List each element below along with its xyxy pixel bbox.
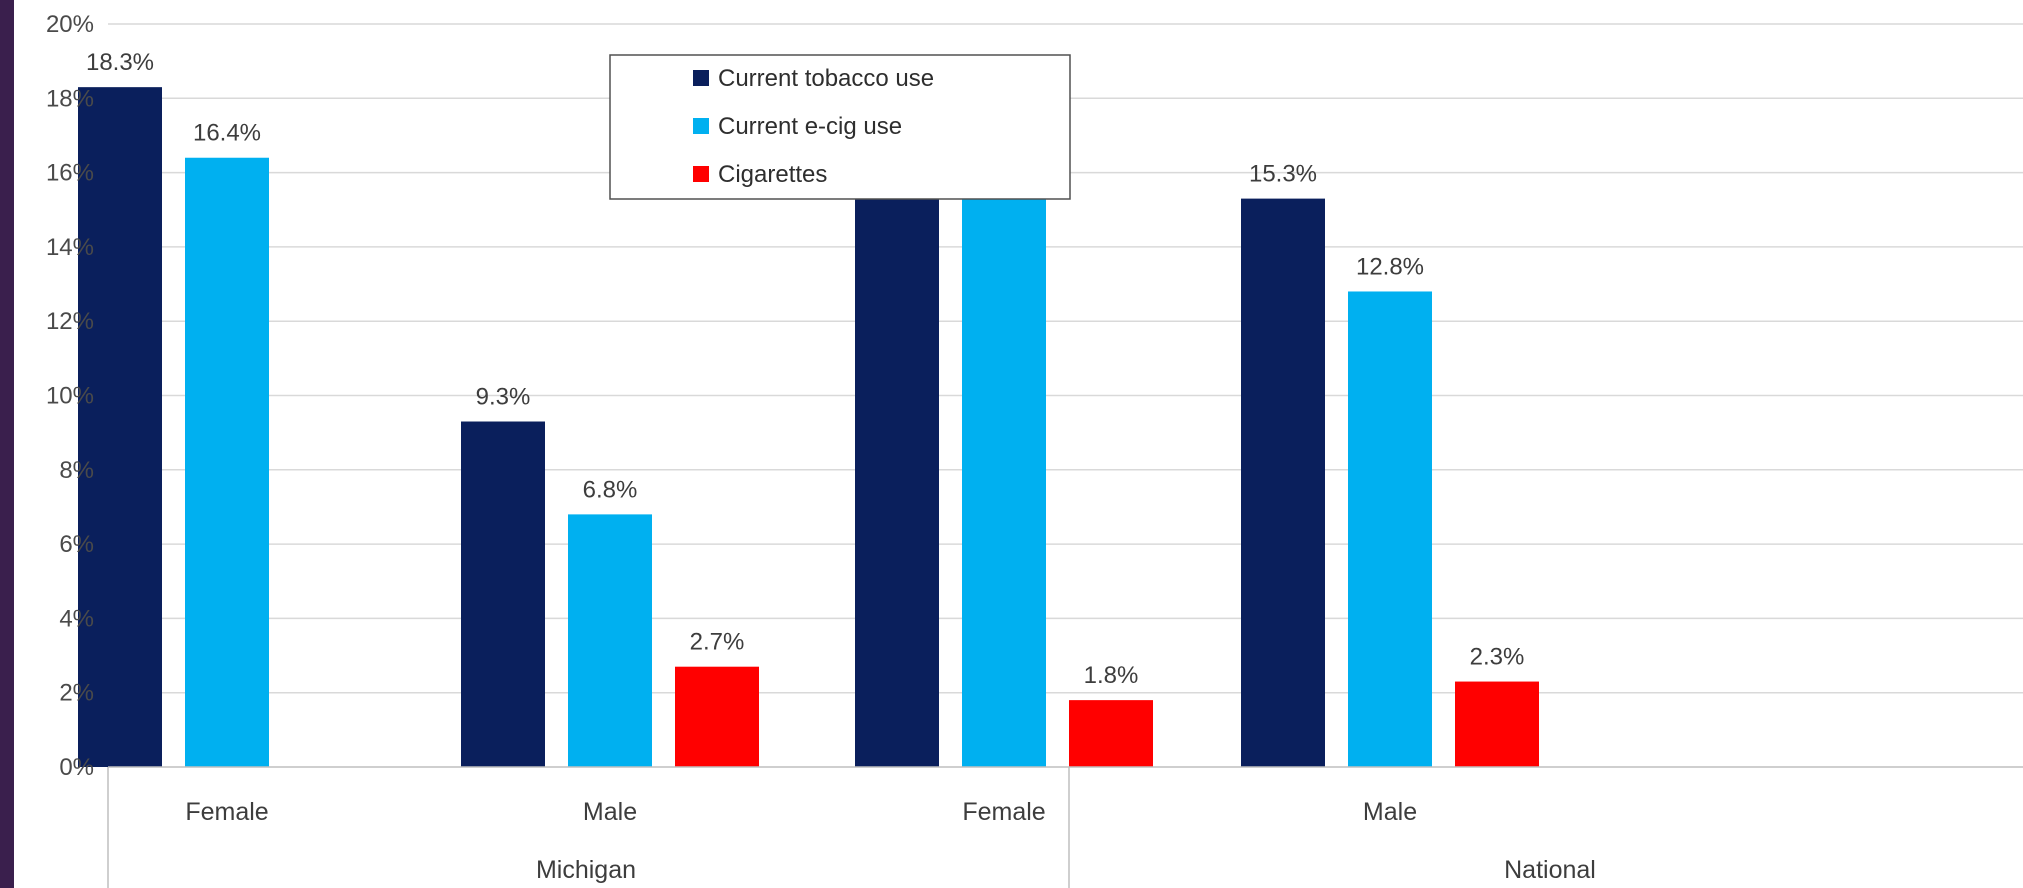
bar xyxy=(1241,198,1325,768)
bar xyxy=(568,514,652,767)
legend-swatch xyxy=(693,70,709,86)
data-label: 2.7% xyxy=(690,629,745,656)
bar xyxy=(675,666,759,767)
window-edge xyxy=(0,0,14,888)
bars: 18.3%9.3%17.6%15.3%16.4%6.8%15.4%12.8%2.… xyxy=(78,49,1539,768)
legend-box xyxy=(609,54,1071,200)
data-label: 9.3% xyxy=(476,384,531,411)
legend: Current tobacco use Current e-cig use Ciga… xyxy=(609,54,1071,200)
data-label: 6.8% xyxy=(583,476,638,503)
bar xyxy=(1069,700,1153,767)
axes: 0% 2% 4% 6% 8% 10% 12% 14% 16% 18% 20% Female Male Fe… xyxy=(46,11,2023,888)
y-tick-label: 0% xyxy=(59,754,94,781)
legend-label: Current tobacco use xyxy=(718,65,934,92)
bar xyxy=(962,194,1046,767)
y-tick-label: 8% xyxy=(59,457,94,484)
legend-swatch xyxy=(693,166,709,182)
y-tick-label: 10% xyxy=(46,383,94,410)
y-tick-label: 14% xyxy=(46,234,94,261)
bar xyxy=(1455,681,1539,767)
x-group-label: Michigan xyxy=(536,856,636,884)
y-tick-label: 2% xyxy=(59,680,94,707)
data-label: 1.8% xyxy=(1084,662,1139,689)
data-label: 12.8% xyxy=(1356,253,1424,280)
data-label: 15.3% xyxy=(1249,161,1317,188)
bar xyxy=(855,113,939,767)
y-tick-label: 16% xyxy=(46,160,94,187)
x-category-label: Male xyxy=(1363,798,1417,826)
x-group-label: National xyxy=(1504,856,1596,884)
bar xyxy=(78,87,162,767)
legend-label: Cigarettes xyxy=(718,161,827,188)
x-category-label: Female xyxy=(962,798,1045,826)
x-category-label: Male xyxy=(583,798,637,826)
y-tick-label: 6% xyxy=(59,531,94,558)
legend-swatch xyxy=(693,118,709,134)
data-label: 16.4% xyxy=(193,120,261,147)
legend-label: Current e-cig use xyxy=(718,113,902,140)
y-tick-label: 12% xyxy=(46,308,94,335)
y-tick-label: 18% xyxy=(46,85,94,112)
bar xyxy=(1348,291,1432,767)
data-label: 18.3% xyxy=(86,49,154,76)
bar xyxy=(461,421,545,767)
x-category-label: Female xyxy=(185,798,268,826)
bar xyxy=(185,157,269,768)
y-tick-label: 4% xyxy=(59,605,94,632)
y-tick-label: 20% xyxy=(46,11,94,38)
data-label: 2.3% xyxy=(1470,644,1525,671)
